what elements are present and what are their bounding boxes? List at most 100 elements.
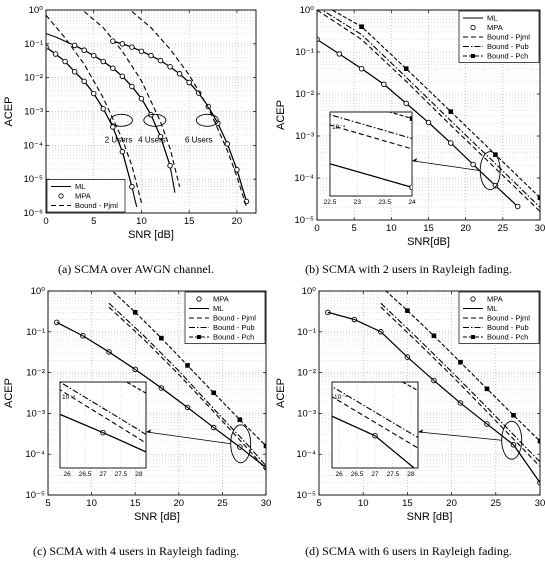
y-axis-label: ACEP: [275, 100, 287, 130]
legend-label-1: MPA: [487, 23, 503, 32]
y-tick-label-4: 10⁻⁴: [23, 140, 43, 151]
inset-x-tick-label-0: 22.5: [324, 199, 337, 206]
series-8: [131, 11, 248, 208]
legend-entry-3: Bound - Pub: [463, 323, 529, 332]
x-tick-label-3: 15: [184, 216, 195, 227]
series-1: [317, 36, 521, 210]
legend-box: [458, 10, 540, 63]
ticks: 5 10 15 20 25 30 10⁰ 10⁻¹ 10⁻² 10⁻³ 10⁻⁴ 10⁻⁵: [296, 286, 545, 509]
legend-entry-1: ML: [463, 304, 497, 313]
x-tick-label-6: 30: [535, 223, 545, 234]
series-7-point-12: [224, 141, 231, 147]
inset: 22.5 23 23.5 24 10⁻⁴: [324, 111, 416, 206]
series-4-point-7: [138, 95, 145, 102]
caption-d: (d) SCMA with 6 users in Rayleigh fading…: [305, 544, 512, 558]
series-1-point-5: [425, 119, 432, 126]
legend-label-0: MPA: [487, 295, 503, 304]
series-4-point-9: [157, 133, 164, 140]
y-tick-label-0: 10⁰: [302, 286, 317, 297]
legend-entry-3: Bound - Pub: [189, 323, 255, 332]
zoom-arrow: [411, 160, 481, 172]
series-4-point-6: [129, 83, 135, 90]
series-7: [110, 38, 250, 205]
legend-label-2: Bound - Pjml: [213, 314, 256, 323]
series-7-point-2: [129, 44, 135, 50]
series-4-point-3: [448, 109, 454, 114]
series-4-point-3: [100, 58, 107, 65]
axes-frame: [47, 290, 267, 496]
series-inset-4: [387, 112, 412, 121]
series-6-line: [112, 40, 248, 202]
legend-entry-4: Bound - Pch: [189, 333, 254, 342]
series-5: [83, 11, 181, 187]
x-axis-label: SNR[dB]: [407, 236, 450, 248]
series-4-point-10: [167, 162, 173, 169]
series-inset-1: [60, 413, 146, 453]
inset-x-tick-label-0: 26: [336, 471, 344, 478]
legend-label-1: ML: [487, 304, 497, 313]
series-6: [112, 40, 248, 202]
y-tick-label-0: 10⁰: [300, 5, 315, 16]
series-4-point-3: [185, 363, 190, 368]
inset-x-tick-label-3: 27.5: [115, 471, 128, 478]
series-3-line: [321, 10, 540, 208]
series-4-point-5: [119, 73, 126, 80]
legend-marker-4: [197, 335, 201, 339]
inset-x-tick-label-1: 26.5: [351, 471, 364, 478]
series-1-point-6: [448, 140, 454, 146]
series-7-point-13: [234, 166, 240, 173]
caption-a: (a) SCMA over AWGN channel.: [57, 262, 214, 276]
x-tick-label-4: 25: [491, 498, 502, 509]
y-axis-label: ACEP: [275, 378, 287, 408]
series-inset-1: [330, 163, 412, 191]
x-tick-label-3: 20: [446, 498, 457, 509]
series-1-point-3: [71, 68, 78, 75]
y-tick-label-3: 10⁻³: [24, 107, 43, 118]
inset-y-tick-label: 10⁻⁴: [332, 124, 346, 131]
series-5-line: [83, 11, 181, 187]
x-tick-label-1: 5: [352, 223, 357, 234]
series-3-line: [108, 302, 266, 467]
series-4-point-5: [511, 412, 516, 418]
legend-label-3: Bound - Pub: [213, 323, 255, 332]
series-1-point-9: [514, 203, 521, 210]
zoom-arrow: [417, 431, 502, 441]
series-3: [380, 302, 540, 463]
inset-x-tick-label-2: 23.5: [378, 199, 391, 206]
series-1-point-4: [81, 78, 87, 85]
inset-plot: [60, 382, 146, 468]
y-tick-label-5: 10⁻⁵: [296, 490, 316, 501]
legend-label-4: Bound - Pch: [213, 333, 254, 342]
inset-x-tick-label-4: 28: [407, 471, 415, 478]
y-tick-label-4: 10⁻⁴: [294, 173, 314, 184]
x-tick-label-0: 0: [314, 223, 319, 234]
series-3-line: [380, 302, 540, 463]
axes-frame: [318, 290, 541, 496]
series-4: [385, 291, 540, 444]
panel-b: 0 5 10 15 20 25 30 10⁰ 10⁻¹ 10⁻² 10⁻³ 10⁻⁴ 10⁻⁵ SNR[d…: [272, 0, 545, 282]
zoom-ellipse: [230, 424, 252, 464]
zoom-arrow-head: [418, 429, 423, 433]
y-tick-label-2: 10⁻²: [24, 73, 43, 84]
x-axis-label: SNR [dB]: [407, 511, 453, 523]
x-tick-label-5: 30: [261, 498, 272, 509]
inset-x-tick-label-2: 27: [99, 471, 107, 478]
panel-a: 2 Users 4 Users 6 Users 0 5 10 15 20 10⁰ 10⁻¹ 10⁻²…: [0, 0, 272, 282]
x-tick-label-3: 20: [174, 498, 185, 509]
caption-b: (b) SCMA with 2 users in Rayleigh fading…: [305, 262, 512, 276]
series-1-point-8: [119, 148, 126, 155]
x-tick-label-2: 10: [386, 223, 397, 234]
legend-entry-1: ML: [189, 304, 223, 313]
series-1-point-6: [100, 106, 107, 112]
inset-y-tick-label: 10⁻⁴: [62, 394, 76, 401]
x-tick-label-1: 10: [86, 498, 97, 509]
annotation-1: 4 Users: [138, 136, 166, 145]
y-tick-label-1: 10⁻¹: [26, 327, 45, 338]
legend-label-4: Bound - Pch: [487, 333, 528, 342]
legend-label-1: MPA: [75, 192, 91, 201]
inset-plot: [330, 112, 412, 196]
series-4: [111, 291, 266, 449]
